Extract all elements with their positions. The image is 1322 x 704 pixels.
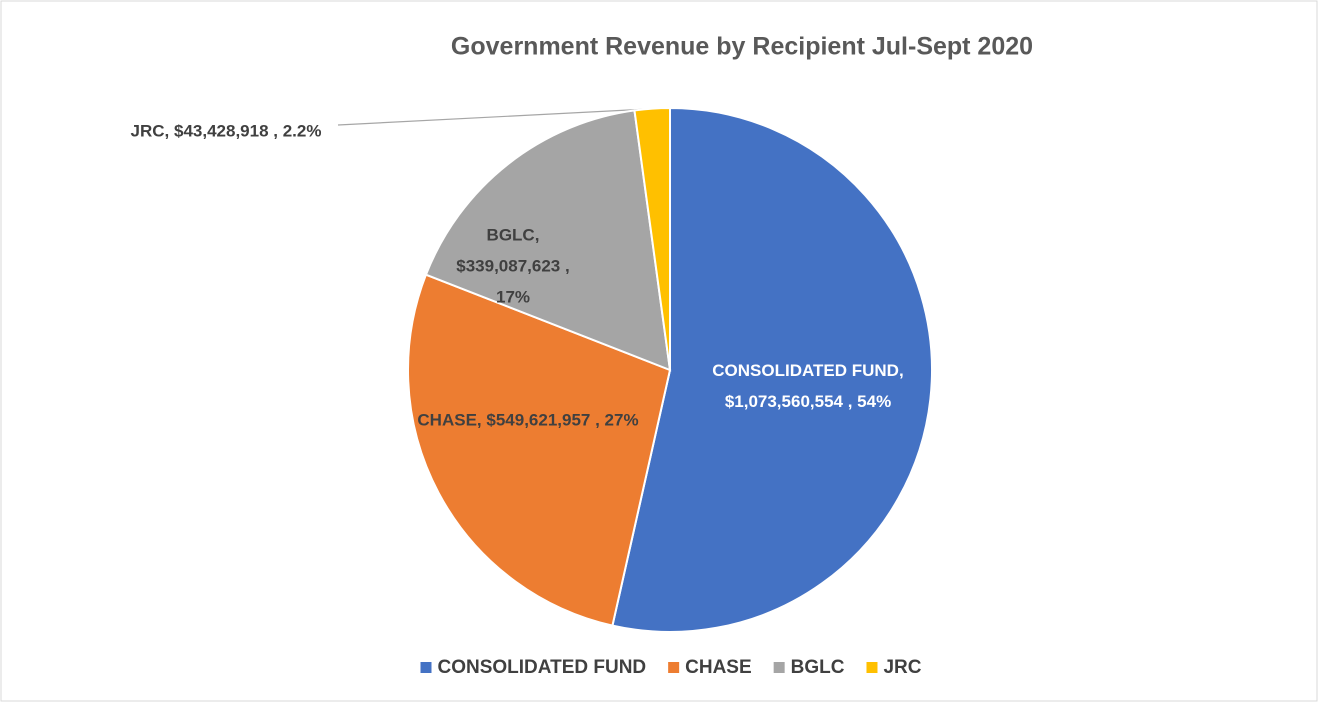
pie-slice xyxy=(633,106,671,371)
data-label: CONSOLIDATED FUND, $1,073,560,554 , 54% xyxy=(683,355,933,417)
legend: CONSOLIDATED FUND CHASE BGLC JRC xyxy=(420,657,922,678)
label-separator: , xyxy=(476,410,487,430)
label-value: $339,087,623 xyxy=(456,256,561,276)
label-separator: , xyxy=(268,121,283,141)
label-value: $43,428,918 xyxy=(174,121,269,141)
legend-label: JRC xyxy=(883,657,921,678)
pie-slice xyxy=(424,109,672,372)
pie-slice xyxy=(611,106,933,633)
label-separator: , xyxy=(898,361,909,380)
label-percent: 17% xyxy=(495,287,531,307)
label-separator: , xyxy=(560,256,575,276)
label-percent: 2.2% xyxy=(282,121,322,141)
label-category: CONSOLIDATED FUND xyxy=(712,361,899,380)
label-separator: , xyxy=(534,225,545,245)
label-separator: , xyxy=(842,392,858,411)
legend-swatch xyxy=(420,662,432,673)
data-label: CHASE, $549,621,957 , 27% xyxy=(403,405,653,436)
legend-label: CONSOLIDATED FUND xyxy=(438,657,647,678)
chart-title: Government Revenue by Recipient Jul-Sept… xyxy=(451,33,1033,61)
legend-swatch xyxy=(866,662,878,673)
data-label: JRC, $43,428,918 , 2.2% xyxy=(116,116,336,147)
legend-label: BGLC xyxy=(791,657,845,678)
leader-line xyxy=(337,107,669,126)
label-separator: , xyxy=(164,121,174,141)
label-value: $1,073,560,554 xyxy=(724,392,843,411)
label-separator: , xyxy=(590,410,605,430)
data-label: BGLC, $339,087,623 , 17% xyxy=(438,220,588,313)
legend-swatch xyxy=(668,662,680,673)
pie-slice xyxy=(407,273,672,627)
label-category: BGLC xyxy=(486,225,535,245)
legend-label: CHASE xyxy=(685,657,752,678)
label-category: CHASE xyxy=(417,410,477,430)
label-value: $549,621,957 xyxy=(486,410,591,430)
label-percent: 27% xyxy=(604,410,639,430)
label-category: JRC xyxy=(130,121,165,141)
label-percent: 54% xyxy=(857,392,892,411)
legend-swatch xyxy=(773,662,785,673)
